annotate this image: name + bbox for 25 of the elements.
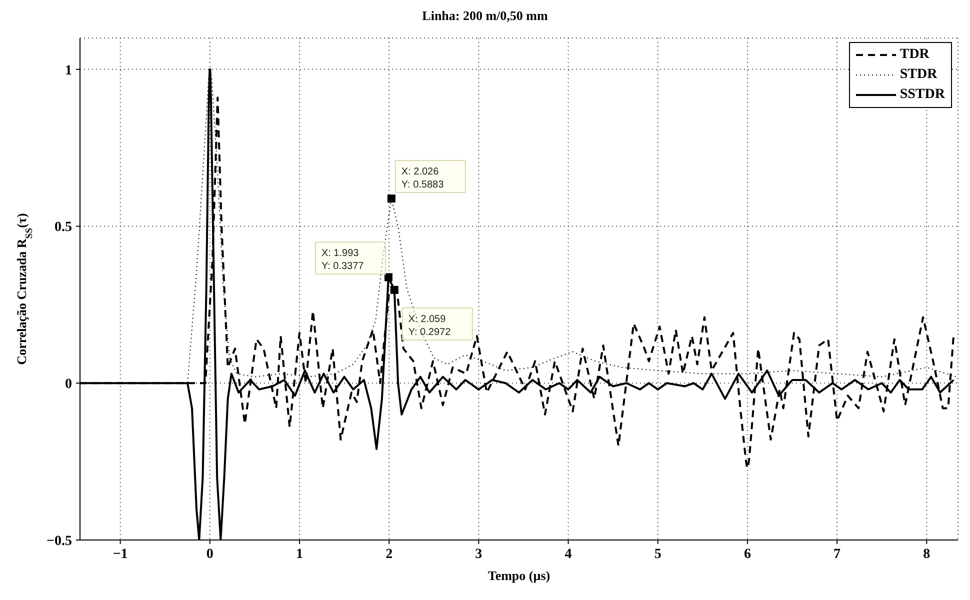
x-tick-label: −1 xyxy=(112,546,128,562)
annotation: X: 1.993 Y: 0.3377 xyxy=(321,248,364,272)
x-tick-label: 3 xyxy=(475,546,482,562)
point xyxy=(387,194,396,203)
point xyxy=(390,286,398,294)
x-tick-label: 8 xyxy=(923,546,930,562)
y-tick-label: 0.5 xyxy=(54,220,72,236)
y-tick-label: 0 xyxy=(65,377,72,392)
legend-label: TDR xyxy=(900,47,930,63)
x-tick-label: 6 xyxy=(744,546,751,562)
annotation: X: 2.026 Y: 0.5883 xyxy=(401,166,444,191)
y-tick-label: 1 xyxy=(65,63,72,78)
x-tick-label: 1 xyxy=(296,546,303,562)
x-axis-title: Tempo (µs) xyxy=(488,568,550,583)
x-tick-label: 5 xyxy=(654,546,662,562)
legend-label: STDR xyxy=(900,67,938,83)
legend-label: SSTDR xyxy=(900,87,945,103)
point xyxy=(384,273,392,282)
x-tick-label: 4 xyxy=(564,546,572,562)
y-tick-label: −0.5 xyxy=(46,534,72,549)
chart-title: Linha: 200 m/0,50 mm xyxy=(421,8,549,25)
annotation: X: 2.059 Y: 0.2972 xyxy=(408,314,452,338)
x-tick-label: 7 xyxy=(834,546,841,562)
x-tick-label: 2 xyxy=(386,546,393,562)
x-tick-label: 0 xyxy=(206,546,214,562)
